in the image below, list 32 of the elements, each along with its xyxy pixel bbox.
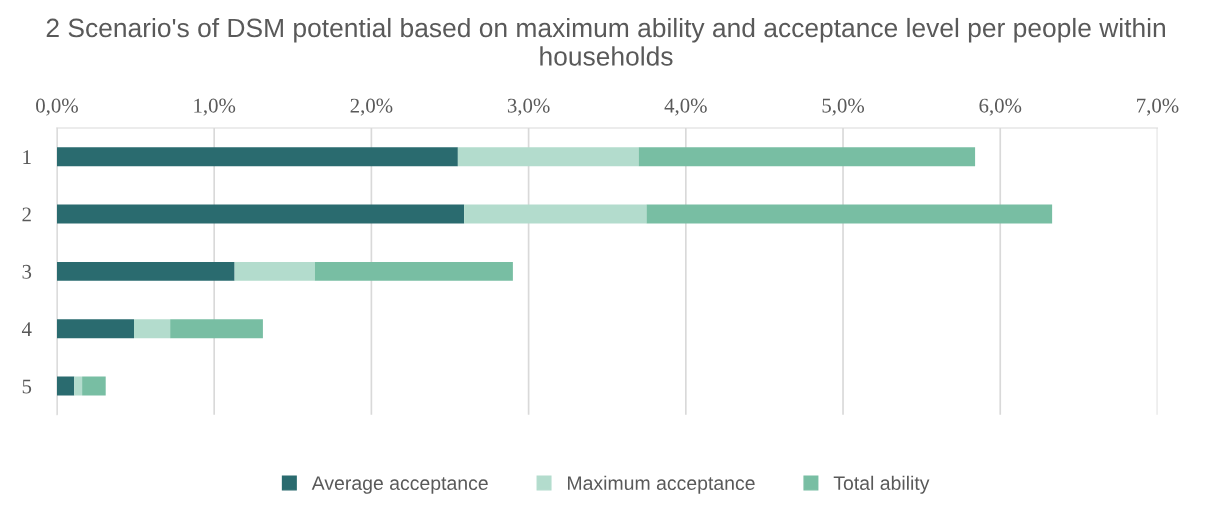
bar bbox=[56, 261, 235, 281]
x-tick-label: 5,0% bbox=[822, 98, 865, 116]
bar bbox=[74, 376, 83, 396]
bar bbox=[464, 204, 647, 224]
bar bbox=[170, 319, 263, 339]
y-tick-label: 2 bbox=[22, 207, 31, 222]
bar bbox=[56, 147, 458, 167]
x-tick-label: 7,0% bbox=[1137, 98, 1179, 116]
y-tick-label: 3 bbox=[22, 264, 32, 279]
bar bbox=[56, 204, 465, 224]
legend-label: Average acceptance bbox=[311, 476, 488, 494]
bar bbox=[134, 319, 171, 339]
x-tick-label: 2,0% bbox=[350, 98, 393, 116]
bar bbox=[314, 261, 513, 281]
bar bbox=[457, 147, 639, 167]
legend-label: Maximum acceptance bbox=[568, 475, 755, 494]
y-tick-label: 1 bbox=[23, 150, 31, 164]
legend-label: Total ability bbox=[833, 475, 930, 494]
y-tick-label: 4 bbox=[21, 322, 32, 336]
bar bbox=[56, 376, 75, 396]
x-tick-label: 0,0% bbox=[36, 98, 78, 116]
chart-title: 2 Scenario's of DSM potential based on maximum ability and acceptance level per people within households bbox=[46, 17, 1165, 66]
x-tick-label: 6,0% bbox=[979, 98, 1022, 116]
bar bbox=[234, 261, 315, 281]
x-tick-label: 4,0% bbox=[664, 98, 707, 116]
bar bbox=[646, 204, 1053, 224]
bar bbox=[82, 376, 106, 396]
x-tick-label: 3,0% bbox=[507, 98, 550, 116]
x-tick-label: 1,0% bbox=[194, 98, 236, 116]
y-tick-label: 5 bbox=[22, 379, 32, 394]
bar bbox=[638, 147, 976, 167]
bar bbox=[56, 319, 134, 339]
